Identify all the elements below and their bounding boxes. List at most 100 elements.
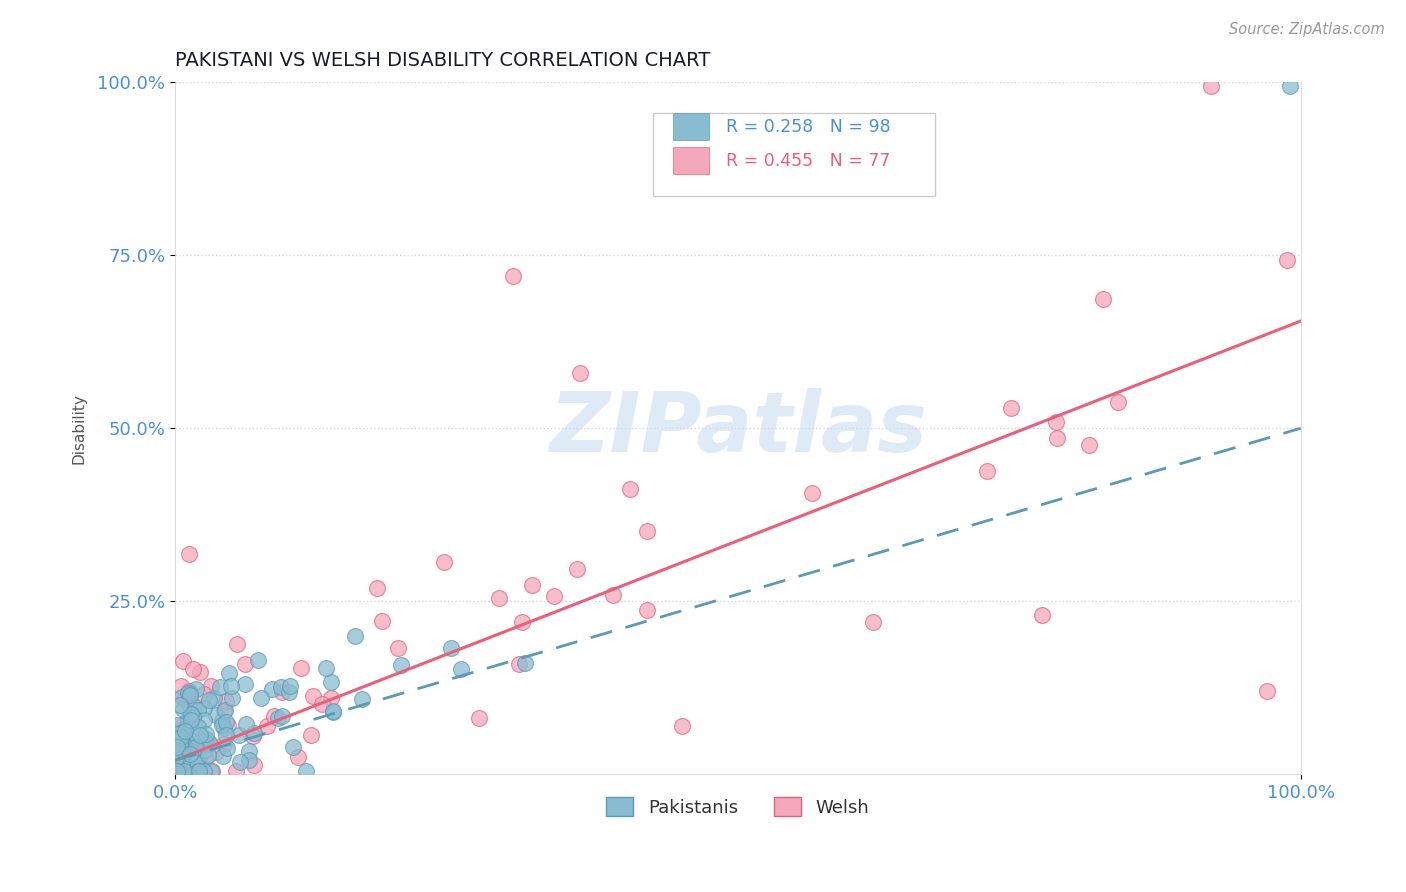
Pakistanis xyxy=(179,763,201,777)
Welsh xyxy=(212,737,235,751)
Welsh xyxy=(371,615,394,629)
Pakistanis xyxy=(235,717,257,731)
Pakistanis xyxy=(181,739,204,754)
Pakistanis xyxy=(217,740,239,755)
Welsh xyxy=(212,704,235,718)
Pakistanis xyxy=(181,710,204,724)
Legend: Pakistanis, Welsh: Pakistanis, Welsh xyxy=(599,790,877,824)
Pakistanis xyxy=(165,751,187,765)
Pakistanis xyxy=(165,744,187,758)
Pakistanis xyxy=(172,690,194,705)
Welsh xyxy=(204,745,226,759)
Welsh xyxy=(1031,607,1053,622)
Pakistanis xyxy=(169,749,191,764)
Welsh xyxy=(1000,401,1022,416)
Welsh xyxy=(671,719,693,733)
Pakistanis xyxy=(319,674,342,689)
Welsh xyxy=(169,764,191,778)
Welsh xyxy=(569,366,592,380)
Welsh xyxy=(188,665,211,680)
Welsh xyxy=(235,657,257,672)
Pakistanis xyxy=(166,727,188,741)
Text: ZIPatlas: ZIPatlas xyxy=(548,388,927,468)
Welsh xyxy=(226,637,249,651)
Pakistanis xyxy=(169,698,191,712)
Pakistanis xyxy=(166,740,188,755)
Welsh xyxy=(193,751,215,765)
Welsh xyxy=(619,482,641,496)
Pakistanis xyxy=(183,726,205,740)
Pakistanis xyxy=(238,753,260,767)
Welsh xyxy=(214,694,236,708)
Pakistanis xyxy=(177,686,200,700)
Pakistanis xyxy=(270,680,292,694)
Pakistanis xyxy=(174,764,197,778)
Pakistanis xyxy=(166,762,188,776)
Pakistanis xyxy=(174,723,197,738)
Pakistanis xyxy=(218,665,240,680)
Pakistanis xyxy=(193,743,215,757)
Welsh xyxy=(508,657,530,671)
Welsh xyxy=(166,762,188,776)
Welsh xyxy=(602,588,624,602)
Pakistanis xyxy=(170,731,193,745)
Welsh xyxy=(319,691,342,706)
Welsh xyxy=(1199,78,1222,93)
Pakistanis xyxy=(295,764,318,778)
Pakistanis xyxy=(187,750,209,764)
Pakistanis xyxy=(315,661,337,675)
Welsh xyxy=(173,722,195,736)
Welsh xyxy=(290,661,312,675)
Welsh xyxy=(217,718,239,732)
Pakistanis xyxy=(167,762,190,776)
Welsh xyxy=(165,764,187,778)
Welsh xyxy=(271,685,294,699)
Welsh xyxy=(193,764,215,778)
Pakistanis xyxy=(193,714,215,728)
Pakistanis xyxy=(186,720,208,734)
Text: R = 0.258   N = 98: R = 0.258 N = 98 xyxy=(725,118,890,136)
Welsh xyxy=(299,728,322,742)
Welsh xyxy=(200,679,222,693)
Welsh xyxy=(1107,394,1129,409)
Welsh xyxy=(287,749,309,764)
Welsh xyxy=(302,689,325,703)
Welsh xyxy=(543,589,565,603)
Pakistanis xyxy=(278,680,301,694)
Welsh xyxy=(170,680,193,694)
Pakistanis xyxy=(169,737,191,751)
Pakistanis xyxy=(513,657,536,671)
Welsh xyxy=(193,687,215,701)
Welsh xyxy=(181,731,204,746)
Pakistanis xyxy=(173,764,195,778)
Welsh xyxy=(800,485,823,500)
Welsh xyxy=(1046,432,1069,446)
Welsh xyxy=(256,719,278,733)
Welsh xyxy=(191,764,214,778)
Pakistanis xyxy=(1278,78,1301,93)
Welsh xyxy=(188,759,211,773)
Pakistanis xyxy=(243,725,266,739)
Pakistanis xyxy=(262,681,284,696)
Welsh xyxy=(181,662,204,676)
Welsh xyxy=(263,709,285,723)
Pakistanis xyxy=(188,729,211,743)
Pakistanis xyxy=(233,677,256,691)
Welsh xyxy=(177,684,200,698)
Pakistanis xyxy=(450,662,472,676)
Welsh xyxy=(225,764,247,778)
Welsh xyxy=(1256,684,1278,698)
Pakistanis xyxy=(202,691,225,706)
Welsh xyxy=(173,691,195,706)
Pakistanis xyxy=(221,679,243,693)
Pakistanis xyxy=(211,748,233,763)
Pakistanis xyxy=(170,725,193,739)
Welsh xyxy=(170,764,193,778)
Pakistanis xyxy=(188,764,211,778)
Welsh xyxy=(510,615,533,630)
Pakistanis xyxy=(209,681,232,695)
Pakistanis xyxy=(187,703,209,717)
Pakistanis xyxy=(211,718,233,732)
Pakistanis xyxy=(197,748,219,763)
Pakistanis xyxy=(205,708,228,723)
